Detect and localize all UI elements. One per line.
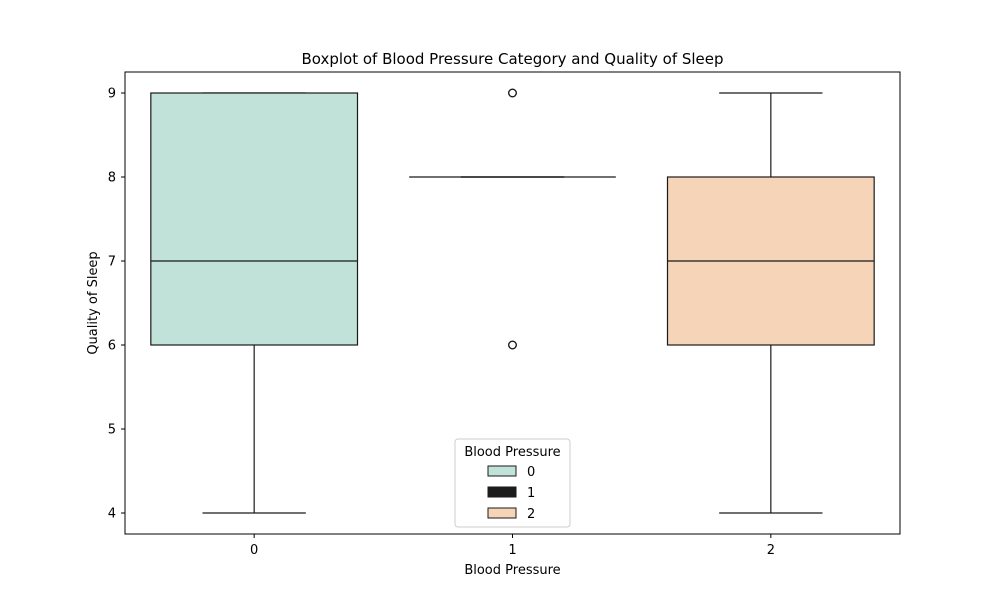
y-axis-label: Quality of Sleep [86,251,101,354]
y-tick-label: 6 [108,339,116,354]
legend-label: 1 [527,486,535,501]
x-axis-label: Blood Pressure [464,563,560,578]
legend-swatch [487,507,517,519]
x-tick-label: 2 [767,543,775,558]
box-group [150,88,875,514]
legend-label: 0 [527,465,535,480]
x-tick-label: 1 [508,543,516,558]
legend-title: Blood Pressure [464,445,560,460]
x-tick-label: 0 [250,543,258,558]
y-tick-label: 9 [108,87,116,102]
y-tick-label: 4 [108,507,116,522]
legend-label: 2 [527,507,535,522]
legend: Blood Pressure 0 1 2 [454,438,571,528]
iqr-box [150,92,359,346]
box-1 [409,88,616,350]
box-2 [666,92,875,514]
x-axis-ticks: 0 1 2 [250,534,775,558]
y-axis-ticks: 4 5 6 7 8 9 [108,87,125,522]
outlier-point [508,340,518,350]
chart-title: Boxplot of Blood Pressure Category and Q… [301,50,723,68]
y-tick-label: 8 [108,171,116,186]
legend-swatch [487,465,517,477]
box-0 [150,92,359,514]
outlier-point [508,88,518,98]
legend-swatch [487,486,517,498]
legend-frame [454,438,571,528]
y-tick-label: 7 [108,255,116,270]
y-tick-label: 5 [108,423,116,438]
